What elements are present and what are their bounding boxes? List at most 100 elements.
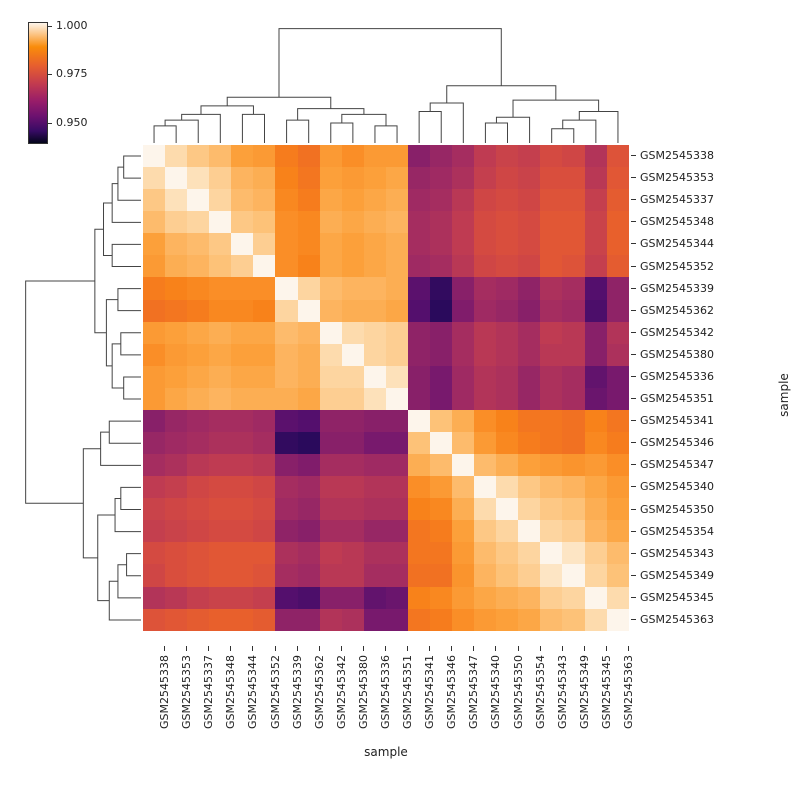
heatmap-cell [275, 476, 297, 498]
heatmap-cell [231, 542, 253, 564]
heatmap-cell [474, 167, 496, 189]
heatmap-cell [518, 366, 540, 388]
heatmap-cell [474, 564, 496, 586]
heatmap-cell [474, 145, 496, 167]
heatmap-cell [540, 542, 562, 564]
heatmap-cell [430, 476, 452, 498]
heatmap-cell [386, 410, 408, 432]
heatmap-cell [585, 542, 607, 564]
x-tick-label: GSM2545340 [489, 646, 502, 729]
heatmap-cell [342, 366, 364, 388]
heatmap-cell [607, 189, 629, 211]
heatmap-cell [320, 476, 342, 498]
heatmap-cell [585, 454, 607, 476]
heatmap-cell [408, 300, 430, 322]
heatmap-cell [540, 388, 562, 410]
heatmap-cell [518, 167, 540, 189]
heatmap-cell [320, 344, 342, 366]
heatmap-cell [231, 145, 253, 167]
heatmap-cell [143, 322, 165, 344]
heatmap-cell [187, 476, 209, 498]
heatmap-cell [562, 432, 584, 454]
heatmap-cell [320, 542, 342, 564]
heatmap-cell [474, 520, 496, 542]
heatmap-cell [342, 432, 364, 454]
x-tick-mark [363, 646, 364, 651]
y-tick-label: GSM2545339 [631, 282, 714, 295]
heatmap-cell [320, 211, 342, 233]
x-tick-label: GSM2545338 [158, 646, 171, 729]
heatmap-cell [518, 388, 540, 410]
heatmap-cell [408, 587, 430, 609]
y-tick-mark [631, 332, 636, 333]
heatmap-cell [253, 300, 275, 322]
y-tick-label: GSM2545345 [631, 591, 714, 604]
heatmap-cell [342, 410, 364, 432]
heatmap-row [143, 233, 629, 255]
heatmap-cell [342, 388, 364, 410]
heatmap-cell [364, 145, 386, 167]
heatmap-cell [320, 233, 342, 255]
heatmap-cell [187, 564, 209, 586]
heatmap-cell [143, 344, 165, 366]
heatmap-cell [408, 564, 430, 586]
heatmap-cell [275, 255, 297, 277]
heatmap-cell [342, 233, 364, 255]
heatmap-cell [298, 388, 320, 410]
heatmap-cell [342, 454, 364, 476]
x-tick-mark [297, 646, 298, 651]
heatmap-cell [607, 322, 629, 344]
heatmap-cell [342, 609, 364, 631]
heatmap-cell [275, 587, 297, 609]
heatmap-cell [408, 366, 430, 388]
x-tick-mark [429, 646, 430, 651]
heatmap-cell [607, 344, 629, 366]
heatmap-cell [430, 388, 452, 410]
heatmap-cell [275, 277, 297, 299]
heatmap-cell [253, 542, 275, 564]
heatmap-cell [562, 167, 584, 189]
heatmap-cell [364, 255, 386, 277]
heatmap-cell [607, 542, 629, 564]
heatmap-cell [562, 410, 584, 432]
y-tick-label: GSM2545349 [631, 569, 714, 582]
heatmap-cell [143, 189, 165, 211]
heatmap-cell [275, 498, 297, 520]
heatmap-cell [298, 498, 320, 520]
y-tick-text: GSM2545350 [640, 503, 714, 516]
heatmap-cell [298, 542, 320, 564]
x-tick-text: GSM2545339 [291, 651, 304, 729]
heatmap-cell [607, 454, 629, 476]
heatmap-cell [364, 564, 386, 586]
heatmap-cell [430, 211, 452, 233]
heatmap-cell [364, 388, 386, 410]
clustermap-figure: 0.9500.9751.000 GSM2545338GSM2545353GSM2… [0, 0, 812, 792]
heatmap-cell [585, 520, 607, 542]
colorbar-gradient [28, 22, 48, 144]
heatmap-cell [342, 211, 364, 233]
x-tick-label: GSM2545351 [401, 646, 414, 729]
x-tick-text: GSM2545337 [202, 651, 215, 729]
heatmap-cell [518, 211, 540, 233]
heatmap-cell [253, 388, 275, 410]
heatmap-cell [585, 498, 607, 520]
heatmap-cell [607, 167, 629, 189]
heatmap-cell [187, 344, 209, 366]
heatmap-cell [209, 587, 231, 609]
heatmap-cell [231, 255, 253, 277]
x-tick-mark [407, 646, 408, 651]
heatmap-cell [187, 498, 209, 520]
heatmap-row [143, 189, 629, 211]
heatmap-cell [342, 542, 364, 564]
x-tick-mark [518, 646, 519, 651]
y-tick-text: GSM2545346 [640, 436, 714, 449]
heatmap-cell [607, 366, 629, 388]
y-tick-text: GSM2545344 [640, 237, 714, 250]
x-tick-text: GSM2545380 [357, 651, 370, 729]
heatmap-cell [143, 211, 165, 233]
x-tick-mark [186, 646, 187, 651]
heatmap-cell [562, 322, 584, 344]
x-tick-text: GSM2545345 [600, 651, 613, 729]
heatmap-cell [562, 211, 584, 233]
x-tick-text: GSM2545347 [467, 651, 480, 729]
